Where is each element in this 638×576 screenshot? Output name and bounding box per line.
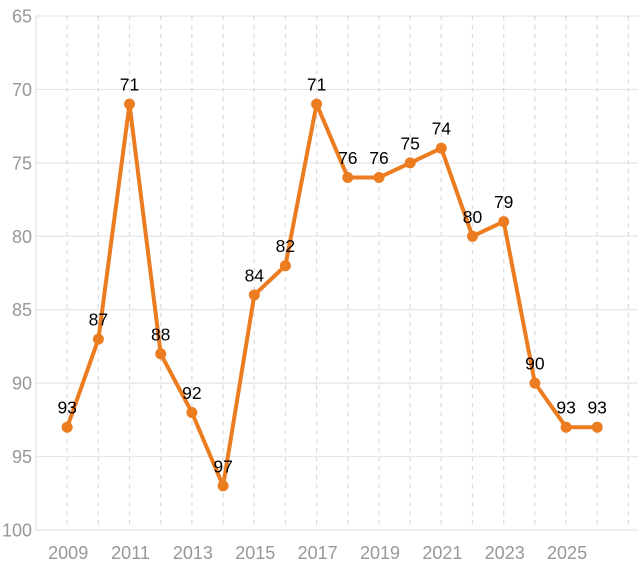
point-label-2012: 88 — [151, 324, 170, 344]
data-point-2026 — [591, 421, 603, 433]
data-point-2012 — [155, 348, 167, 360]
x-tick-label-2017: 2017 — [298, 543, 338, 563]
data-point-2025 — [560, 421, 572, 433]
data-point-2011 — [124, 98, 135, 110]
x-tick-label-2019: 2019 — [360, 543, 400, 563]
point-label-2019: 76 — [369, 148, 388, 168]
point-label-2023: 79 — [494, 192, 513, 212]
x-tick-label-2025: 2025 — [547, 543, 587, 563]
data-point-2015 — [248, 289, 260, 301]
point-label-2013: 92 — [182, 383, 201, 403]
data-point-2014 — [217, 480, 229, 492]
series-line — [65, 102, 600, 488]
point-label-2017: 71 — [307, 75, 326, 95]
x-tick-label-2015: 2015 — [235, 543, 275, 563]
y-tick-label-70: 70 — [12, 80, 32, 100]
x-tick-label-2011: 2011 — [111, 543, 150, 563]
data-point-2013 — [186, 407, 198, 418]
point-label-2020: 75 — [400, 133, 419, 153]
data-point-2016 — [279, 260, 291, 272]
x-tick-label-2013: 2013 — [173, 543, 213, 563]
point-label-2022: 80 — [463, 207, 483, 227]
point-label-2014: 97 — [213, 456, 232, 476]
data-point-2022 — [467, 230, 478, 242]
y-tick-label-65: 65 — [12, 7, 32, 27]
point-label-2026: 93 — [587, 398, 606, 418]
point-label-2016: 82 — [276, 236, 295, 256]
point-label-2011: 71 — [120, 75, 139, 95]
y-tick-label-75: 75 — [12, 153, 32, 173]
data-point-2010 — [92, 333, 104, 345]
data-point-2018 — [342, 172, 354, 183]
point-label-2015: 84 — [245, 266, 265, 286]
data-point-2023 — [498, 216, 510, 228]
y-tick-label-90: 90 — [12, 374, 32, 394]
data-point-2019 — [373, 172, 385, 183]
y-tick-label-95: 95 — [12, 447, 32, 467]
data-point-2021 — [435, 142, 447, 154]
point-label-2018: 76 — [338, 148, 357, 168]
x-tick-label-2021: 2021 — [422, 543, 462, 563]
y-tick-label-100: 100 — [2, 521, 32, 541]
data-point-2020 — [404, 157, 416, 169]
x-tick-label-2009: 2009 — [48, 543, 88, 563]
x-tick-label-2023: 2023 — [485, 543, 525, 563]
point-label-2024: 90 — [525, 354, 545, 374]
point-label-2009: 93 — [57, 398, 76, 418]
point-label-2025: 93 — [556, 398, 575, 418]
point-label-2010: 87 — [89, 310, 108, 330]
data-point-2017 — [311, 98, 323, 110]
y-tick-label-80: 80 — [12, 227, 32, 247]
data-point-2009 — [61, 421, 73, 433]
y-tick-label-85: 85 — [12, 300, 32, 320]
data-point-2024 — [529, 377, 541, 389]
point-label-2021: 74 — [432, 119, 452, 139]
